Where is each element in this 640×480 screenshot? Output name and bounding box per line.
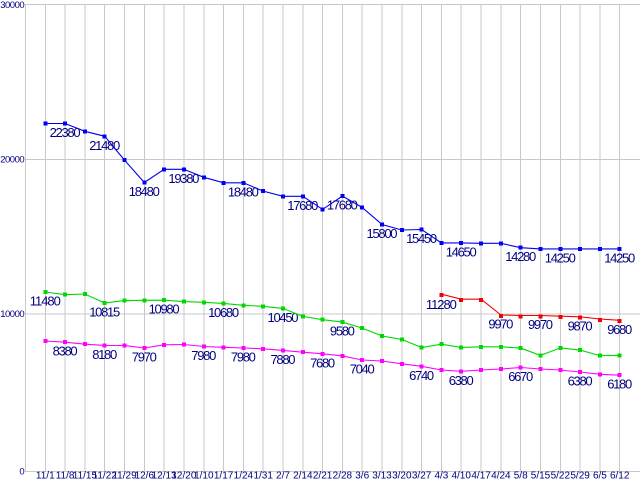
svg-text:19380: 19380 <box>168 171 199 186</box>
svg-text:1/24: 1/24 <box>234 471 254 480</box>
svg-text:3/6: 3/6 <box>355 471 369 480</box>
svg-text:10815: 10815 <box>89 305 120 320</box>
svg-text:7880: 7880 <box>271 352 296 367</box>
svg-text:11/8: 11/8 <box>56 471 75 480</box>
svg-text:12/6: 12/6 <box>135 471 155 480</box>
svg-text:14250: 14250 <box>604 250 635 265</box>
svg-text:1/31: 1/31 <box>253 471 273 480</box>
svg-text:8380: 8380 <box>53 344 78 359</box>
svg-text:2/7: 2/7 <box>276 471 290 480</box>
svg-text:11/1: 11/1 <box>36 471 55 480</box>
svg-text:7970: 7970 <box>132 350 157 365</box>
svg-text:22380: 22380 <box>50 125 81 140</box>
svg-text:9970: 9970 <box>528 317 553 332</box>
svg-text:10980: 10980 <box>149 302 180 317</box>
svg-text:8180: 8180 <box>92 347 117 362</box>
svg-text:2/21: 2/21 <box>313 471 333 480</box>
svg-text:11/22: 11/22 <box>93 471 118 480</box>
svg-text:3/27: 3/27 <box>412 471 432 480</box>
svg-text:2/14: 2/14 <box>293 471 313 480</box>
svg-text:17680: 17680 <box>287 198 318 213</box>
svg-text:20000: 20000 <box>0 155 25 166</box>
svg-text:6670: 6670 <box>508 369 533 384</box>
svg-text:15800: 15800 <box>367 226 398 241</box>
svg-text:14650: 14650 <box>446 244 477 259</box>
svg-text:6380: 6380 <box>449 373 474 388</box>
svg-text:9970: 9970 <box>488 317 513 332</box>
svg-text:5/29: 5/29 <box>570 471 590 480</box>
svg-text:9870: 9870 <box>568 318 593 333</box>
svg-text:2/28: 2/28 <box>333 471 353 480</box>
svg-text:11/29: 11/29 <box>112 471 137 480</box>
svg-text:11/15: 11/15 <box>73 471 98 480</box>
svg-text:4/10: 4/10 <box>451 471 471 480</box>
svg-text:7040: 7040 <box>350 362 375 377</box>
svg-text:4/24: 4/24 <box>491 471 511 480</box>
svg-text:10000: 10000 <box>0 309 25 320</box>
svg-text:4/17: 4/17 <box>471 471 491 480</box>
svg-text:6740: 6740 <box>409 368 434 383</box>
svg-text:4/3: 4/3 <box>434 471 448 480</box>
svg-text:11480: 11480 <box>30 294 61 309</box>
svg-text:3/20: 3/20 <box>392 471 412 480</box>
svg-text:6180: 6180 <box>607 377 632 392</box>
svg-text:5/15: 5/15 <box>531 471 551 480</box>
svg-text:7680: 7680 <box>310 355 335 370</box>
svg-text:14280: 14280 <box>505 249 536 264</box>
svg-text:7980: 7980 <box>231 350 256 365</box>
svg-text:1/10: 1/10 <box>194 471 214 480</box>
svg-text:6380: 6380 <box>568 374 593 389</box>
svg-text:6/5: 6/5 <box>593 471 607 480</box>
svg-text:10450: 10450 <box>268 310 299 325</box>
svg-text:18480: 18480 <box>228 184 259 199</box>
svg-text:15450: 15450 <box>406 231 437 246</box>
svg-text:5/22: 5/22 <box>551 471 571 480</box>
svg-text:7980: 7980 <box>191 348 216 363</box>
svg-text:30000: 30000 <box>0 0 25 11</box>
svg-text:18480: 18480 <box>129 184 160 199</box>
svg-text:3/13: 3/13 <box>372 471 392 480</box>
svg-text:17680: 17680 <box>327 198 358 213</box>
svg-text:21480: 21480 <box>89 138 120 153</box>
svg-text:12/13: 12/13 <box>152 471 177 480</box>
svg-text:6/12: 6/12 <box>610 471 630 480</box>
svg-text:5/8: 5/8 <box>514 471 528 480</box>
svg-text:9580: 9580 <box>330 324 355 339</box>
svg-text:11280: 11280 <box>426 297 457 312</box>
svg-text:1/17: 1/17 <box>214 471 234 480</box>
svg-text:10680: 10680 <box>208 305 239 320</box>
svg-text:14250: 14250 <box>545 250 576 265</box>
svg-text:9680: 9680 <box>607 322 632 337</box>
svg-text:12/20: 12/20 <box>171 471 196 480</box>
svg-text:0: 0 <box>19 467 24 478</box>
